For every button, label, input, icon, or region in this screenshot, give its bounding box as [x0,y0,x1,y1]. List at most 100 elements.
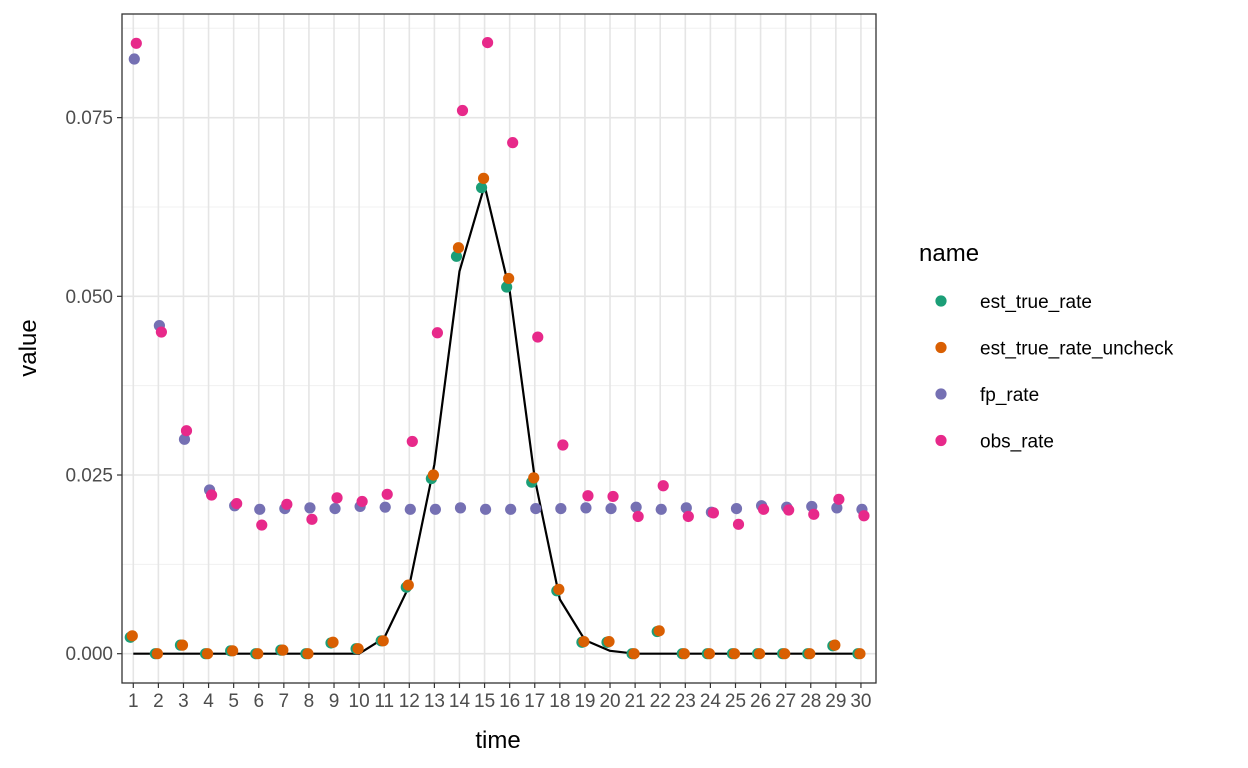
x-tick-label: 15 [474,691,495,712]
point-est-true-rate-uncheck [327,636,339,648]
point-est-true-rate-uncheck [804,648,816,660]
point-est-true-rate-uncheck [227,645,239,657]
point-obs-rate [456,104,469,117]
point-est-true-rate-uncheck [578,635,590,648]
point-fp-rate [630,501,642,513]
point-est-true-rate-uncheck [126,630,138,642]
point-est-true-rate-uncheck [703,648,715,660]
point-fp-rate [530,503,542,515]
point-est-true-rate-uncheck [553,583,565,595]
point-fp-rate [555,503,567,515]
point-obs-rate [155,326,167,338]
x-tick-label: 23 [675,691,696,712]
x-tick-label: 17 [524,691,545,712]
point-fp-rate [680,502,692,514]
x-tick-label: 19 [574,691,595,712]
x-tick-label: 1 [128,691,139,712]
point-obs-rate [306,513,318,525]
point-fp-rate [304,502,316,514]
point-est-true-rate-uncheck [628,648,640,660]
point-est-true-rate-uncheck [753,648,766,660]
point-fp-rate [580,502,592,514]
point-obs-rate [732,518,745,530]
x-tick-label: 18 [549,691,570,712]
x-tick-label: 14 [449,691,471,712]
x-tick-label: 16 [499,691,520,712]
point-obs-rate [281,498,293,510]
x-tick-label: 8 [304,691,315,712]
x-tick-label: 22 [650,691,671,712]
x-tick-label: 13 [424,691,445,712]
point-obs-rate [180,425,193,437]
point-obs-rate [808,508,820,520]
point-obs-rate [707,507,720,519]
point-fp-rate [254,503,266,515]
x-tick-label: 26 [750,691,771,712]
point-fp-rate [479,503,492,515]
y-tick-label: 0.050 [65,287,113,308]
point-fp-rate [655,503,667,515]
point-est-true-rate-uncheck [176,639,189,651]
x-tick-label: 7 [279,691,290,712]
point-est-true-rate-uncheck [829,639,841,651]
point-est-true-rate-uncheck [779,648,791,660]
x-tick-label: 2 [153,691,164,712]
point-obs-rate [858,510,870,522]
point-obs-rate [231,497,243,510]
y-tick-label: 0.025 [65,466,113,487]
x-tick-label: 4 [203,691,214,712]
legend-key-fp-rate [935,388,947,400]
point-fp-rate [404,503,416,515]
point-est-true-rate [501,281,513,293]
point-obs-rate [557,439,569,451]
point-est-true-rate-uncheck [352,643,364,655]
point-fp-rate [730,503,743,515]
y-axis-title: value [15,319,42,376]
legend-label-est-true-rate-uncheck: est_true_rate_uncheck [980,339,1174,360]
legend-label-obs-rate: obs_rate [980,432,1054,453]
point-obs-rate [582,490,594,502]
point-obs-rate [607,490,619,503]
x-axis-title: time [475,727,520,754]
point-est-true-rate-uncheck [603,635,615,648]
point-obs-rate [657,480,669,492]
point-obs-rate [130,37,142,49]
point-fp-rate [505,503,517,515]
point-obs-rate [381,488,393,500]
plot-panel [122,14,876,683]
point-est-true-rate-uncheck [854,648,866,660]
panel-background [122,14,876,683]
point-obs-rate [256,519,268,531]
point-est-true-rate [450,250,463,262]
point-est-true-rate-uncheck [503,272,515,285]
point-obs-rate [406,435,418,448]
point-est-true-rate-uncheck [427,469,439,481]
x-tick-label: 11 [374,691,394,712]
point-obs-rate [205,489,218,501]
point-est-true-rate-uncheck [377,635,389,647]
point-est-true-rate-uncheck [528,472,540,484]
point-est-true-rate [475,182,488,194]
point-est-true-rate-uncheck [402,579,414,591]
point-est-true-rate-uncheck [728,648,741,660]
x-tick-label: 21 [625,691,646,712]
x-tick-label: 28 [800,691,821,712]
x-tick-label: 10 [349,691,370,712]
panel-border [121,13,877,684]
x-tick-label: 30 [850,691,871,712]
point-obs-rate [682,510,694,523]
legend: name est_true_rate est_true_rate_uncheckf… [919,240,1174,453]
point-est-true-rate-uncheck [477,172,490,184]
point-est-true-rate-uncheck [452,242,465,254]
legend-key-est-true-rate-uncheck [935,341,947,354]
point-est-true-rate-uncheck [678,648,690,660]
legend-title: name [919,240,979,267]
point-obs-rate [833,493,845,505]
point-fp-rate [429,503,441,515]
point-obs-rate [757,503,770,515]
point-obs-rate [532,331,544,343]
y-tick-label: 0.075 [65,108,113,129]
point-obs-rate [632,510,644,523]
legend-key-est-true-rate [935,295,947,307]
